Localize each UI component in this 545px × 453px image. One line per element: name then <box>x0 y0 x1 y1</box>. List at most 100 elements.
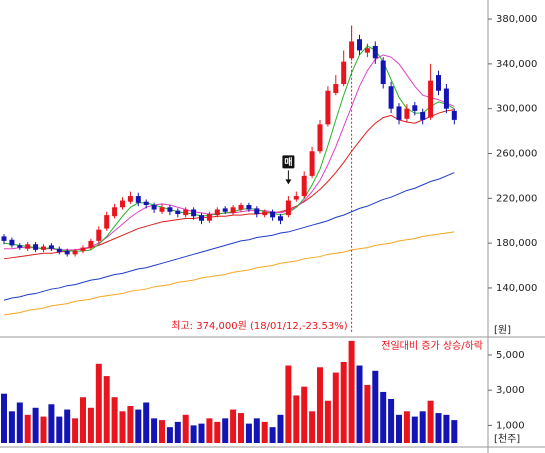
volume-bar <box>80 397 86 443</box>
candle-body <box>325 90 331 125</box>
volume-bar <box>32 407 39 443</box>
volume-bar <box>380 391 387 443</box>
candle-body <box>199 215 204 221</box>
volume-bar <box>403 411 410 443</box>
max-annotation: 최고: 374,000원 (18/01/12,-23.53%) <box>171 320 347 332</box>
volume-bar <box>238 413 244 443</box>
y-tick-label: 260,000 <box>496 148 537 159</box>
candle-body <box>443 88 449 109</box>
volume-bar <box>64 409 71 443</box>
y-tick-label: 380,000 <box>496 14 537 25</box>
y-unit-label: [천주] <box>494 433 520 445</box>
candle-body <box>388 86 394 109</box>
candle-body <box>222 208 228 212</box>
signal-arrowhead <box>285 179 292 185</box>
candle-body <box>372 45 378 59</box>
candle-body <box>48 245 54 249</box>
volume-bar <box>277 414 284 443</box>
candle-body <box>285 200 291 216</box>
volume-bar <box>332 372 339 443</box>
volume-bar <box>451 420 458 443</box>
volume-bar <box>87 407 94 443</box>
candle-body <box>428 80 434 118</box>
volume-bar <box>111 397 118 443</box>
candle-body <box>270 211 276 218</box>
y-tick-label: 1,000 <box>496 420 525 431</box>
y-tick-label: 5,000 <box>496 350 525 361</box>
volume-bar <box>230 409 237 443</box>
volume-bar <box>364 384 371 443</box>
volume-bar <box>269 427 276 443</box>
candle-body <box>183 209 189 216</box>
volume-bar <box>8 411 15 443</box>
candle-body <box>41 246 46 250</box>
volume-bar <box>285 365 292 443</box>
y-tick-label: 300,000 <box>496 104 537 115</box>
candle-body <box>357 39 362 51</box>
volume-bar <box>190 425 197 443</box>
volume-bar <box>340 362 347 443</box>
candle-body <box>104 215 110 229</box>
candle-body <box>1 236 7 241</box>
candle-body <box>25 244 31 249</box>
candle-body <box>230 207 236 213</box>
volume-bar <box>261 421 268 443</box>
volume-bar <box>24 414 31 443</box>
volume-bar <box>166 427 173 443</box>
candle-body <box>404 108 410 119</box>
volume-bar <box>159 420 165 443</box>
y-unit-label: [원] <box>494 324 511 336</box>
volume-bar <box>182 414 189 443</box>
volume-bar <box>245 423 252 443</box>
candle-body <box>9 239 15 246</box>
candle-body <box>451 110 457 120</box>
volume-bar <box>435 413 442 443</box>
volume-bar <box>301 386 308 443</box>
volume-bar <box>119 411 126 443</box>
signal-box <box>282 155 295 169</box>
volume-bar <box>324 400 331 443</box>
candle-body <box>380 60 386 85</box>
signal-text: 매 <box>284 156 292 168</box>
candle-body <box>112 207 118 217</box>
volume-bar <box>135 409 142 443</box>
volume-bar <box>372 370 379 443</box>
volume-bar <box>127 406 134 443</box>
volume-bar <box>143 402 150 443</box>
volume-bar <box>174 421 181 443</box>
candle-body <box>175 210 181 214</box>
moving-average-line <box>3 45 455 252</box>
candle-body <box>420 112 426 120</box>
volume-bar <box>317 367 323 443</box>
candle-body <box>412 105 418 111</box>
volume-bar <box>95 363 102 443</box>
candle-body <box>151 205 157 210</box>
volume-bar <box>253 418 260 443</box>
y-tick-label: 180,000 <box>496 238 537 249</box>
volume-bar <box>309 411 316 443</box>
candle-body <box>293 196 299 200</box>
candle-body <box>135 196 141 203</box>
volume-bar <box>56 416 63 443</box>
candle-body <box>127 196 133 202</box>
volume-bar <box>72 418 79 443</box>
y-tick-label: 3,000 <box>496 385 525 396</box>
y-tick-label: 220,000 <box>496 193 537 204</box>
candle-body <box>278 216 283 221</box>
candle-body <box>364 48 370 53</box>
candle-body <box>436 75 441 91</box>
volume-bar <box>293 395 300 443</box>
candle-body <box>96 229 102 241</box>
candle-body <box>317 124 323 152</box>
candle-body <box>246 205 252 210</box>
moving-average-line <box>3 172 455 301</box>
candle-body <box>254 208 260 214</box>
candle-body <box>88 240 94 248</box>
candle-body <box>64 250 70 255</box>
candle-body <box>120 200 125 208</box>
candle-body <box>349 41 355 59</box>
y-tick-label: 140,000 <box>496 283 537 294</box>
candle-body <box>309 151 315 176</box>
volume-bar <box>427 400 434 443</box>
